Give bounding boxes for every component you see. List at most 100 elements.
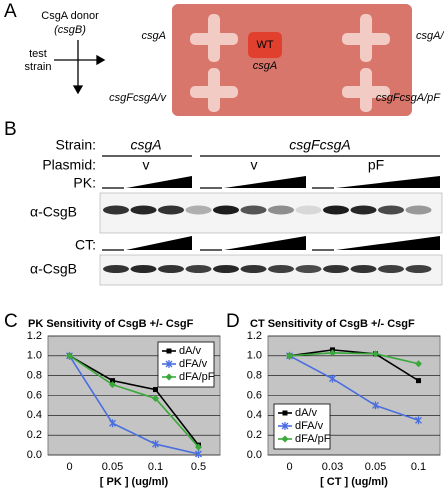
panel-letter: C: [4, 311, 18, 332]
marker: [110, 378, 115, 384]
x-axis-label: [ PK ] (ug/ml): [100, 476, 169, 488]
x-axis-label: [ CT ] (ug/ml): [320, 476, 388, 488]
row-label: Plasmid:: [42, 157, 96, 173]
antibody: α-CsgB: [30, 204, 77, 220]
plate-label: csgFcsgA/pF: [376, 92, 441, 104]
marker: [372, 401, 379, 410]
band: [185, 265, 212, 273]
series-line: [289, 355, 419, 422]
band: [378, 205, 404, 215]
band: [323, 205, 349, 215]
marker: [329, 374, 336, 383]
band: [130, 205, 157, 215]
panel-letter: A: [4, 1, 17, 22]
series-line: [289, 352, 419, 365]
x-tick-label: 0.05: [102, 461, 123, 473]
y-tick-label: 0.0: [27, 449, 42, 461]
panel-letter: B: [4, 119, 17, 140]
plasmid: pF: [368, 157, 384, 173]
band: [295, 205, 322, 215]
legend-label: dFA/pF: [179, 371, 215, 383]
series-line: [289, 349, 419, 382]
legend-label: dFA/v: [295, 420, 324, 432]
legend-label: dA/v: [179, 345, 202, 357]
plate-label: csgFcsgA/v: [109, 92, 167, 104]
band: [268, 265, 294, 273]
band: [213, 205, 239, 215]
chart-title: CT Sensitivity of CsgB +/- CsgF: [250, 318, 415, 330]
y-tick-label: 0.2: [27, 429, 42, 441]
x-tick-label: 0.5: [191, 461, 206, 473]
marker: [195, 450, 202, 459]
wedge: [336, 236, 440, 250]
y-tick-label: 0.0: [247, 449, 262, 461]
band: [405, 265, 432, 273]
y-tick-label: 0.6: [27, 389, 42, 401]
marker: [416, 378, 421, 384]
marker: [415, 416, 422, 425]
x-tick-label: 0.05: [365, 461, 386, 473]
marker: [166, 348, 172, 354]
band: [185, 205, 212, 215]
chart-title: PK Sensitivity of CsgB +/- CsgF: [28, 318, 194, 330]
marker: [415, 360, 422, 368]
x-tick-label: 0.03: [322, 461, 343, 473]
marker: [286, 352, 293, 360]
plasmid: v: [143, 157, 150, 173]
plate-label: csgA/v: [416, 30, 444, 42]
band: [268, 205, 294, 215]
band: [295, 265, 322, 273]
row-label: PK:: [73, 175, 96, 191]
x-tick-label: 0.1: [411, 461, 426, 473]
y-tick-label: 1.2: [247, 330, 262, 342]
donor-gene: (csgB): [54, 24, 86, 36]
marker: [66, 352, 73, 360]
marker: [152, 394, 159, 402]
streaks: [190, 14, 390, 112]
strain: csgA: [130, 137, 161, 153]
x-tick-label: 0.1: [148, 461, 163, 473]
band: [405, 205, 432, 215]
donor-label: CsgA donor: [41, 10, 99, 22]
blot-bands: [102, 176, 440, 273]
band: [350, 205, 377, 215]
row-label: Strain:: [56, 137, 96, 153]
marker: [165, 360, 173, 368]
band: [323, 265, 349, 273]
marker: [195, 443, 202, 451]
panel-letter: D: [226, 311, 240, 332]
band: [158, 265, 184, 273]
series-line: [69, 355, 200, 448]
wedge: [336, 176, 440, 188]
series-line: [68, 355, 199, 455]
wedge: [126, 176, 192, 188]
band: [378, 265, 404, 273]
y-tick-label: 0.4: [247, 409, 262, 421]
band: [240, 205, 267, 215]
y-tick-label: 0.8: [247, 370, 262, 382]
band: [103, 205, 129, 215]
band: [213, 265, 239, 273]
band: [158, 205, 184, 215]
wedge: [224, 236, 306, 250]
series-line: [69, 355, 200, 446]
antibody: α-CsgB: [30, 261, 77, 277]
y-tick-label: 1.0: [247, 350, 262, 362]
marker: [329, 349, 336, 357]
marker: [372, 350, 379, 358]
plate-label: WT: [256, 39, 273, 51]
marker: [153, 387, 158, 393]
y-tick-label: 0.4: [27, 409, 42, 421]
y-tick-label: 0.6: [247, 389, 262, 401]
marker: [165, 373, 173, 381]
band: [350, 265, 377, 273]
row-label: CT:: [75, 237, 96, 253]
legend-label: dA/v: [295, 407, 318, 419]
test-strain: strain: [25, 61, 52, 73]
test-strain: test: [29, 48, 47, 60]
marker: [152, 440, 159, 449]
legend-label: dFA/v: [179, 358, 208, 370]
plate-label: csgA: [253, 60, 277, 72]
band: [240, 265, 267, 273]
y-tick-label: 0.8: [27, 370, 42, 382]
